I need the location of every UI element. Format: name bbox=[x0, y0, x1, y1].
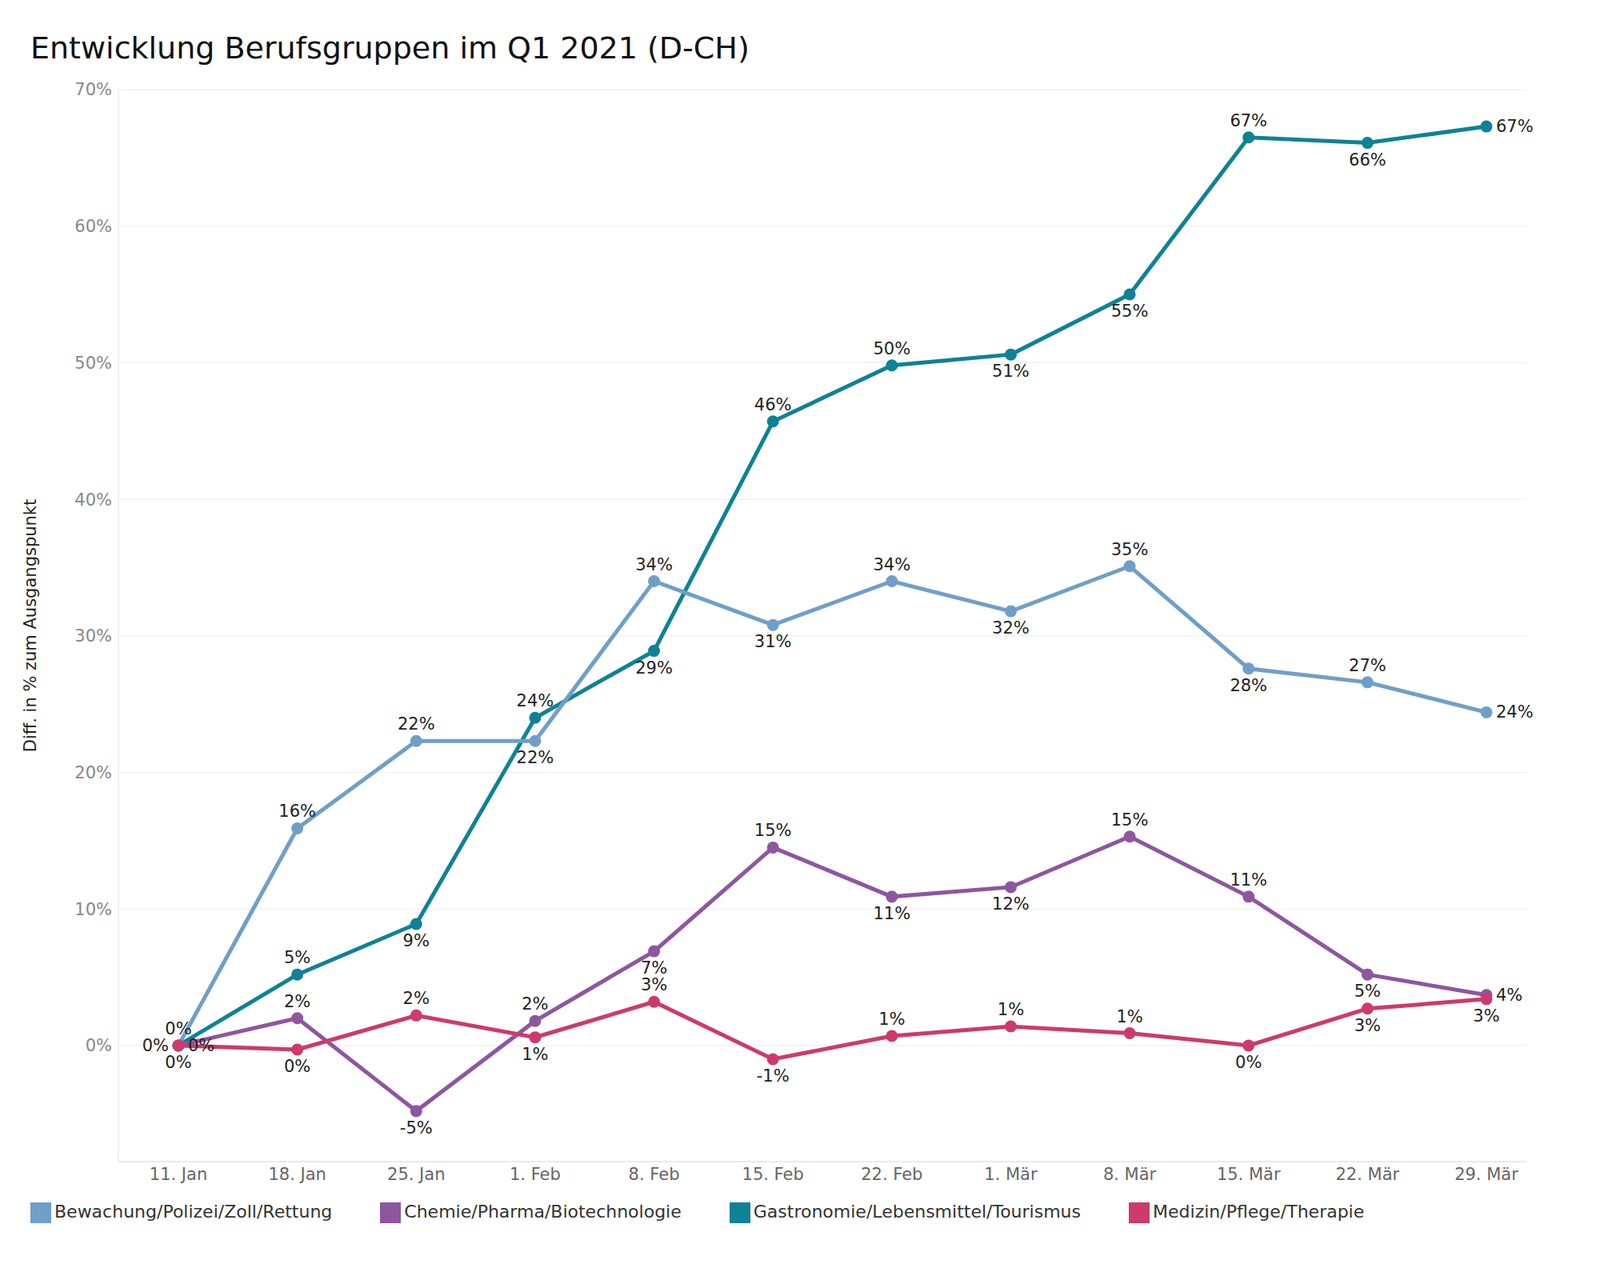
svg-text:32%: 32% bbox=[992, 618, 1030, 638]
svg-text:29%: 29% bbox=[635, 658, 673, 678]
svg-text:0%: 0% bbox=[284, 1056, 311, 1076]
svg-text:11%: 11% bbox=[1229, 870, 1268, 890]
svg-text:10%: 10% bbox=[74, 900, 112, 920]
svg-text:15. Mär: 15. Mär bbox=[1216, 1164, 1281, 1184]
svg-text:67%: 67% bbox=[1496, 116, 1534, 136]
svg-text:24%: 24% bbox=[1496, 702, 1534, 722]
svg-text:0%: 0% bbox=[165, 1019, 192, 1039]
svg-text:7%: 7% bbox=[640, 958, 668, 978]
svg-text:-5%: -5% bbox=[400, 1118, 433, 1138]
svg-text:1%: 1% bbox=[997, 1000, 1024, 1020]
svg-text:-1%: -1% bbox=[756, 1066, 790, 1086]
svg-text:31%: 31% bbox=[754, 632, 792, 652]
svg-text:0%: 0% bbox=[164, 1052, 192, 1072]
svg-text:22%: 22% bbox=[397, 714, 436, 734]
svg-text:46%: 46% bbox=[754, 395, 792, 415]
svg-text:2%: 2% bbox=[521, 994, 548, 1014]
svg-text:15%: 15% bbox=[754, 820, 792, 840]
svg-text:40%: 40% bbox=[74, 490, 112, 510]
svg-text:60%: 60% bbox=[74, 216, 112, 236]
svg-text:22. Feb: 22. Feb bbox=[860, 1164, 923, 1184]
svg-text:67%: 67% bbox=[1229, 111, 1268, 131]
svg-text:1. Mär: 1. Mär bbox=[984, 1164, 1038, 1184]
svg-text:16%: 16% bbox=[278, 801, 316, 821]
svg-text:Diff. in % zum Ausgangspunkt: Diff. in % zum Ausgangspunkt bbox=[20, 499, 40, 752]
svg-text:35%: 35% bbox=[1111, 540, 1149, 560]
svg-text:24%: 24% bbox=[516, 691, 555, 711]
svg-text:27%: 27% bbox=[1348, 656, 1387, 676]
svg-text:12%: 12% bbox=[992, 894, 1030, 914]
svg-text:50%: 50% bbox=[74, 353, 112, 373]
svg-text:8. Feb: 8. Feb bbox=[628, 1164, 680, 1184]
svg-text:0%: 0% bbox=[85, 1036, 112, 1056]
svg-text:20%: 20% bbox=[74, 763, 112, 783]
svg-text:30%: 30% bbox=[74, 626, 112, 646]
svg-text:22%: 22% bbox=[516, 748, 555, 768]
svg-text:34%: 34% bbox=[872, 555, 911, 575]
svg-text:0%: 0% bbox=[142, 1035, 169, 1056]
svg-text:8. Mär: 8. Mär bbox=[1103, 1164, 1157, 1184]
html-text:Medizin/Pflege/Therapie: Medizin/Pflege/Therapie bbox=[1152, 1201, 1365, 1222]
svg-text:25. Jan: 25. Jan bbox=[387, 1164, 445, 1184]
html-text:Gastronomie/Lebensmittel/Touri: Gastronomie/Lebensmittel/Tourismus bbox=[753, 1201, 1081, 1222]
html-text:Bewachung/Polizei/Zoll/Rettung: Bewachung/Polizei/Zoll/Rettung bbox=[54, 1201, 333, 1222]
svg-text:50%: 50% bbox=[872, 339, 911, 359]
svg-text:66%: 66% bbox=[1348, 150, 1387, 170]
svg-text:9%: 9% bbox=[403, 931, 430, 951]
svg-text:5%: 5% bbox=[284, 948, 311, 968]
svg-text:18. Jan: 18. Jan bbox=[268, 1164, 326, 1184]
svg-text:55%: 55% bbox=[1111, 301, 1149, 321]
svg-text:1%: 1% bbox=[878, 1009, 905, 1029]
html-text:Chemie/Pharma/Biotechnologie: Chemie/Pharma/Biotechnologie bbox=[404, 1201, 682, 1222]
svg-text:34%: 34% bbox=[635, 555, 673, 575]
html-text:Entwicklung Berufsgruppen im Q: Entwicklung Berufsgruppen im Q1 2021 (D-… bbox=[30, 30, 750, 66]
svg-text:4%: 4% bbox=[1496, 985, 1523, 1005]
svg-text:3%: 3% bbox=[1354, 1016, 1381, 1036]
svg-text:2%: 2% bbox=[284, 992, 311, 1012]
svg-text:29. Mär: 29. Mär bbox=[1454, 1164, 1519, 1184]
svg-text:28%: 28% bbox=[1229, 676, 1268, 696]
svg-text:15%: 15% bbox=[1111, 810, 1149, 830]
svg-text:70%: 70% bbox=[74, 80, 112, 100]
svg-text:5%: 5% bbox=[1354, 981, 1381, 1001]
svg-text:11. Jan: 11. Jan bbox=[149, 1164, 208, 1184]
svg-text:1%: 1% bbox=[1116, 1007, 1143, 1027]
svg-text:22. Mär: 22. Mär bbox=[1336, 1164, 1400, 1184]
svg-text:15. Feb: 15. Feb bbox=[742, 1164, 804, 1184]
svg-text:1%: 1% bbox=[521, 1044, 548, 1064]
svg-text:2%: 2% bbox=[403, 988, 430, 1008]
svg-text:11%: 11% bbox=[872, 904, 911, 924]
svg-text:3%: 3% bbox=[640, 975, 668, 995]
svg-text:3%: 3% bbox=[1472, 1006, 1500, 1026]
svg-text:51%: 51% bbox=[992, 361, 1030, 381]
svg-text:0%: 0% bbox=[1235, 1052, 1262, 1072]
svg-text:0%: 0% bbox=[188, 1036, 215, 1056]
svg-text:1. Feb: 1. Feb bbox=[509, 1164, 561, 1184]
